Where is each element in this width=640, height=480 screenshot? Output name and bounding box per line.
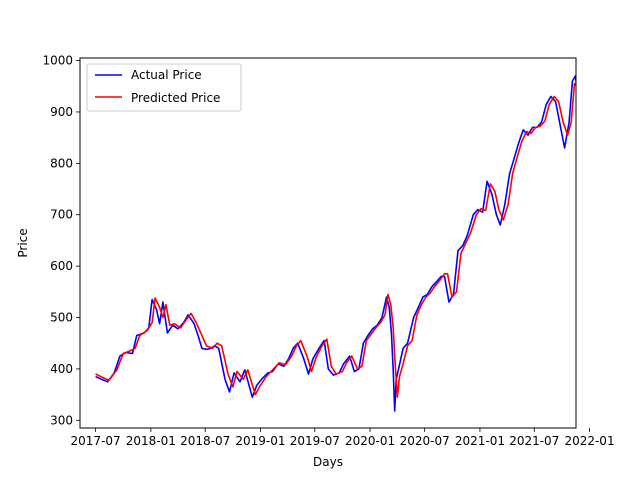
x-tick-label: 2017-07 [71,434,121,448]
x-axis: 2017-07 2018-01 2018-07 2019-01 2019-07 2020-… [71,428,615,448]
y-tick-label: 300 [50,413,73,427]
x-tick-label: 2021-07 [509,434,559,448]
x-tick-label: 2018-07 [180,434,230,448]
y-tick-label: 400 [50,362,73,376]
plot-frame [79,57,577,429]
y-axis: 300 400 500 600 700 800 900 1000 [42,54,80,427]
x-tick-label: 2019-07 [290,434,340,448]
series-line-actual-price [95,75,576,412]
y-tick-label: 600 [50,259,73,273]
legend-actual-price-label: Actual Price [131,68,202,82]
x-tick-label: 2020-07 [400,434,450,448]
legend-predicted-price-label: Predicted Price [131,91,220,105]
series-layer [95,75,576,412]
y-axis-label: Price [16,228,30,257]
x-tick-label: 2019-01 [235,434,285,448]
x-axis-label: Days [313,455,343,469]
x-tick-label: 2022-01 [564,434,614,448]
y-tick-label: 900 [50,105,73,119]
legend: Actual Price Predicted Price [86,63,242,112]
x-tick-label: 2021-01 [455,434,505,448]
legend-box [86,63,242,112]
y-tick-label: 700 [50,208,73,222]
y-tick-label: 800 [50,156,73,170]
series-line-predicted-price [95,82,576,398]
x-tick-label: 2020-01 [345,434,395,448]
y-tick-label: 1000 [42,54,73,68]
y-tick-label: 500 [50,311,73,325]
x-tick-label: 2018-01 [126,434,176,448]
